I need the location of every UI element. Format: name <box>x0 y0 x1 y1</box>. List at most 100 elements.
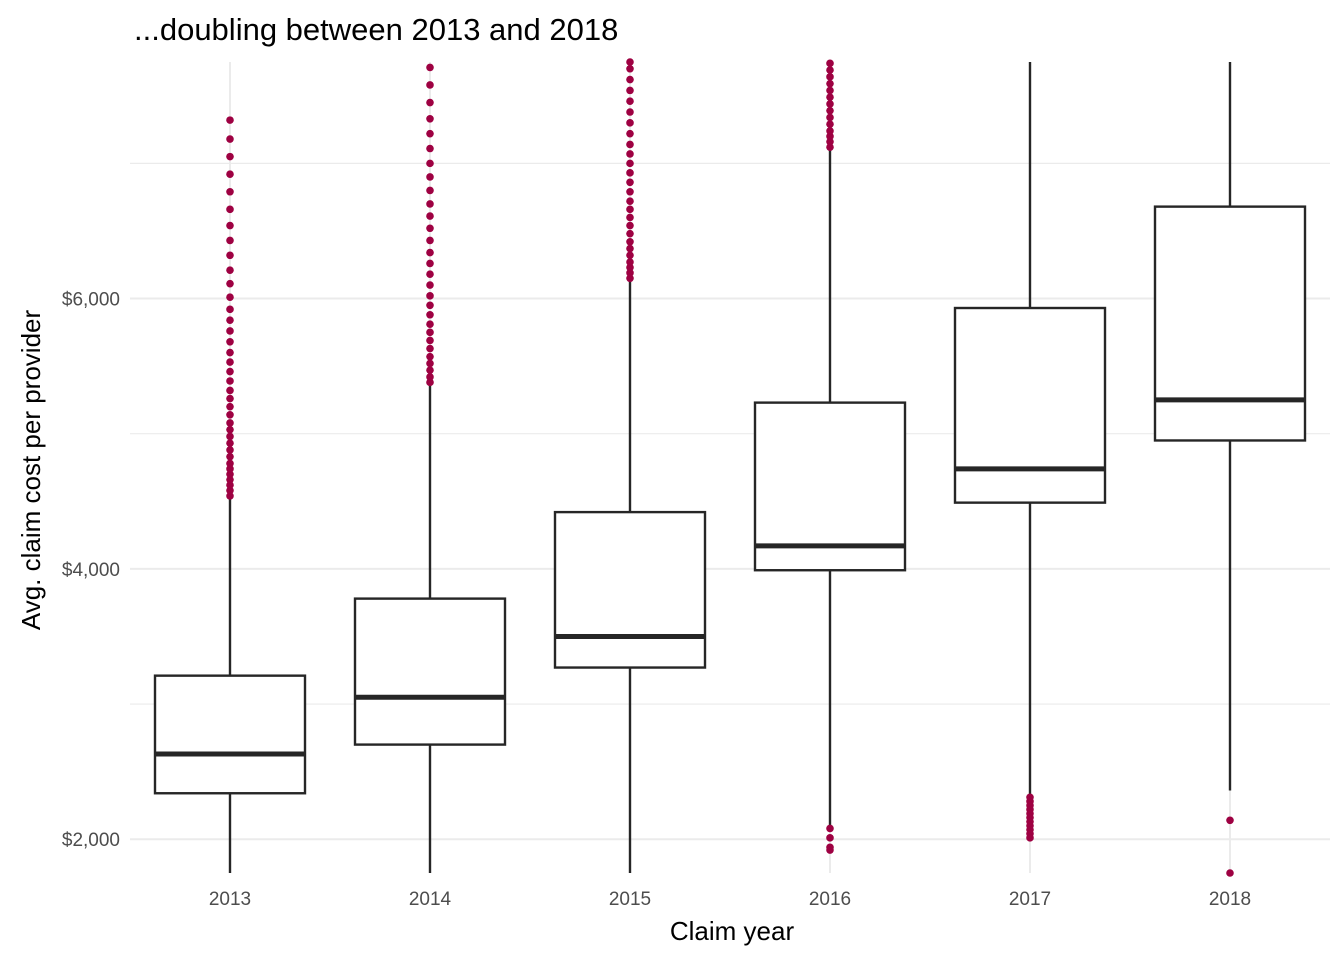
box-iqr <box>553 510 707 669</box>
outlier-point <box>226 170 234 178</box>
grid-layer <box>130 62 1330 873</box>
outlier-point <box>426 373 434 381</box>
outlier-point <box>226 348 234 357</box>
outlier-point <box>426 259 434 268</box>
outlier-point <box>226 486 234 495</box>
x-tick-label: 2014 <box>409 889 452 910</box>
outlier-point <box>226 205 234 214</box>
outlier-point <box>426 98 434 107</box>
outlier-point <box>1226 816 1234 825</box>
outlier-point <box>226 446 234 454</box>
outlier-point <box>226 135 234 143</box>
outlier-point <box>626 178 634 187</box>
outlier-point <box>426 81 434 89</box>
outlier-point <box>826 79 834 88</box>
outlier-point <box>426 336 434 345</box>
outlier-point <box>626 97 634 105</box>
outlier-point <box>226 236 234 245</box>
outlier-point <box>626 86 634 95</box>
outlier-point <box>226 305 234 314</box>
outlier-point <box>226 432 234 441</box>
box-2017 <box>953 62 1107 842</box>
outlier-point <box>226 367 234 376</box>
x-tick-label: 2015 <box>609 889 651 910</box>
x-axis-title: Claim year <box>670 916 795 946</box>
outlier-point <box>426 310 434 319</box>
outlier-point <box>426 366 434 374</box>
outlier-point <box>826 143 834 151</box>
outlier-point <box>626 108 634 116</box>
y-tick-label: $2,000 <box>62 830 120 851</box>
outlier-point <box>226 419 234 427</box>
outlier-point <box>626 258 634 266</box>
box-2014 <box>353 63 507 873</box>
outlier-point <box>426 186 434 195</box>
outlier-point <box>626 205 634 214</box>
outlier-point <box>426 144 434 153</box>
outlier-point <box>426 159 434 168</box>
outlier-point <box>826 137 834 146</box>
outlier-point <box>426 344 434 353</box>
outlier-point <box>826 59 834 68</box>
outlier-point <box>626 169 634 177</box>
x-axis-ticks: 2013 2014 2015 2016 2017 2018 <box>209 889 1251 910</box>
outlier-point <box>226 439 234 447</box>
outlier-point <box>826 66 834 74</box>
outlier-point <box>826 824 834 833</box>
outlier-point <box>826 834 834 842</box>
outlier-point <box>226 221 234 230</box>
box-2016 <box>753 59 907 854</box>
outlier-point <box>226 293 234 301</box>
outlier-point <box>226 116 234 124</box>
outlier-point <box>426 224 434 233</box>
box-2013 <box>153 116 307 873</box>
outlier-point <box>226 410 234 419</box>
outlier-point <box>826 127 834 135</box>
outlier-point <box>226 386 234 395</box>
outlier-point <box>226 327 234 335</box>
x-tick-label: 2016 <box>809 889 851 910</box>
outlier-point <box>426 173 434 181</box>
outlier-point <box>226 470 234 479</box>
chart-title: ...doubling between 2013 and 2018 <box>134 12 618 47</box>
outlier-point <box>426 212 434 220</box>
outlier-point <box>626 213 634 222</box>
outlier-point <box>626 150 634 158</box>
outlier-point <box>226 492 234 500</box>
box-2015 <box>553 58 707 873</box>
outlier-point <box>626 58 634 66</box>
box-iqr <box>1153 205 1307 442</box>
outlier-point <box>426 352 434 361</box>
outlier-point <box>426 281 434 289</box>
outlier-point <box>226 337 234 346</box>
outlier-point <box>426 320 434 329</box>
outlier-point <box>226 452 234 461</box>
outlier-point <box>626 140 634 149</box>
outlier-point <box>226 251 234 260</box>
outlier-point <box>626 119 634 127</box>
outlier-point <box>826 120 834 128</box>
outlier-point <box>426 114 434 123</box>
outlier-point <box>426 129 434 138</box>
outlier-point <box>426 359 434 368</box>
outlier-point <box>226 152 234 161</box>
outlier-point <box>626 64 634 73</box>
outlier-point <box>826 100 834 108</box>
outlier-point <box>626 251 634 260</box>
outlier-point <box>826 113 834 122</box>
outlier-point <box>626 187 634 196</box>
outlier-point <box>226 266 234 274</box>
y-tick-label: $4,000 <box>62 560 120 581</box>
outlier-point <box>226 394 234 403</box>
outlier-point <box>226 425 234 434</box>
outlier-point <box>626 269 634 277</box>
outlier-point <box>226 279 234 288</box>
outlier-point <box>826 846 834 854</box>
outlier-point <box>626 263 634 272</box>
outlier-point <box>826 93 834 101</box>
outlier-point <box>426 301 434 310</box>
outlier-point <box>826 132 834 141</box>
box-iqr <box>753 401 907 572</box>
